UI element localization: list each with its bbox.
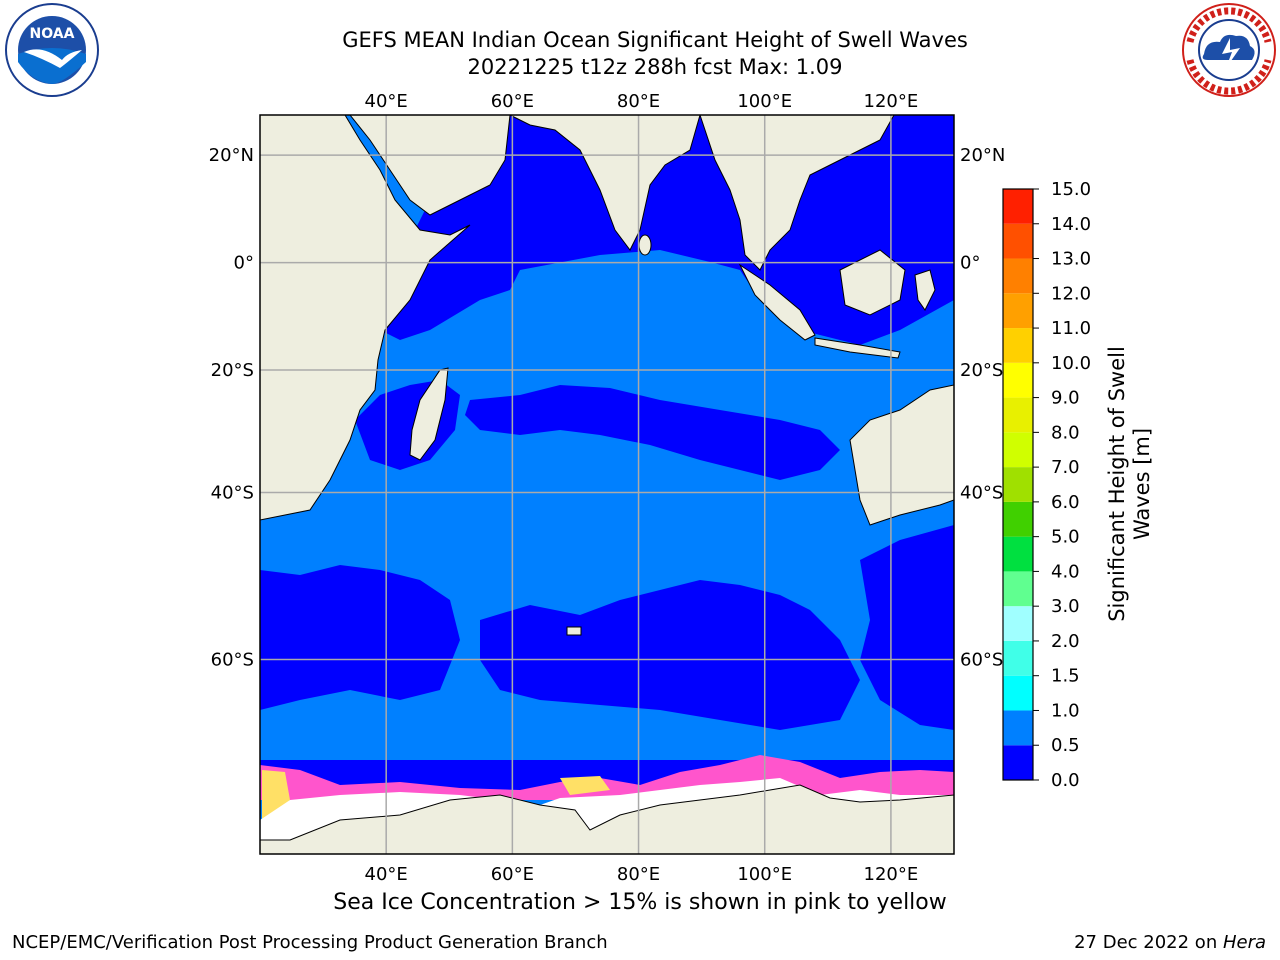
kerguelen-island: [566, 626, 582, 636]
lat-tick-label-right: 0°: [960, 253, 980, 274]
colorbar-tick-label: 14.0: [1051, 214, 1091, 235]
lon-tick-label-bottom: 120°E: [864, 864, 919, 885]
colorbar-segment: [1003, 501, 1033, 537]
colorbar-tick-label: 1.0: [1051, 700, 1080, 721]
colorbar-segment: [1003, 606, 1033, 641]
sumatra-land: [738, 263, 816, 341]
colorbar-tick-label: 0.5: [1051, 735, 1080, 756]
colorbar-tick-label: 5.0: [1051, 527, 1080, 548]
footer-branch: NCEP/EMC/Verification Post Processing Pr…: [12, 932, 608, 953]
map-frame: [259, 114, 955, 855]
colorbar-tick-label: 2.0: [1051, 631, 1080, 652]
sea-ice-yellow-patch-2: [560, 776, 610, 795]
lat-tick-label-left: 60°S: [211, 650, 254, 671]
lon-tick-label-bottom: 80°E: [617, 864, 660, 885]
lat-tick-label-left: 20°S: [211, 360, 254, 381]
colorbar-segment: [1003, 640, 1033, 676]
sulawesi-land: [914, 269, 936, 311]
map-title: GEFS MEAN Indian Ocean Significant Heigh…: [342, 28, 968, 52]
antarctica-land: [260, 784, 954, 854]
java-land: [814, 337, 901, 359]
subtropical-low-swell-band: [465, 385, 840, 480]
sea-ice-yellow-patch: [262, 770, 290, 825]
lat-tick-label-right: 40°S: [960, 483, 1003, 504]
colorbar-tick-label: 13.0: [1051, 249, 1091, 270]
southeast-asia-land: [699, 115, 895, 271]
colorbar-tick-label: 9.0: [1051, 388, 1080, 409]
colorbar-segment: [1003, 189, 1033, 224]
lon-tick-label-bottom: 60°E: [491, 864, 534, 885]
colorbar-segment: [1003, 745, 1033, 780]
sea-ice-note: Sea Ice Concentration > 15% is shown in …: [333, 890, 947, 915]
colorbar-segment: [1003, 536, 1033, 572]
lon-tick-label-bottom: 40°E: [365, 864, 408, 885]
lat-tick-label-left: 0°: [234, 253, 254, 274]
colorbar-tick-label: 12.0: [1051, 283, 1091, 304]
svg-text:NOAA: NOAA: [30, 26, 75, 42]
map-subtitle: 20221225 t12z 288h fcst Max: 1.09: [467, 55, 843, 79]
lon-tick-label-top: 120°E: [864, 91, 919, 112]
colorbar-tick-label: 7.0: [1051, 457, 1080, 478]
colorbar-segment: [1003, 397, 1033, 433]
colorbar-segment: [1003, 362, 1033, 398]
colorbar-label-line1: Significant Height of Swell: [1105, 346, 1129, 622]
colorbar-tick-label: 11.0: [1051, 318, 1091, 339]
noaa-logo: NOAA: [5, 3, 99, 97]
colorbar-segment: [1003, 223, 1033, 259]
australia-land: [849, 384, 954, 526]
lon-tick-label-bottom: 100°E: [737, 864, 792, 885]
map-gridlines: [260, 115, 954, 854]
sri-lanka-land: [638, 234, 652, 256]
footer-host: Hera: [1222, 932, 1266, 953]
lon-tick-label-top: 40°E: [365, 91, 408, 112]
colorbar-segment: [1003, 293, 1033, 329]
africa-land: [260, 115, 471, 521]
borneo-land: [839, 249, 906, 316]
colorbar-tick-label: 1.5: [1051, 666, 1080, 687]
madagascar-land: [409, 367, 449, 461]
colorbar: 0.0 0.5 1.0 1.5 2.0 3.0 4.0 5.0 6.0 7.0 8.0 9.0 10.0…: [1002, 179, 1091, 791]
colorbar-tick-label: 3.0: [1051, 596, 1080, 617]
colorbar-tick-label: 15.0: [1051, 179, 1091, 200]
colorbar-tick-label: 6.0: [1051, 492, 1080, 513]
colorbar-tick-label: 8.0: [1051, 422, 1080, 443]
colorbar-label-line2: Waves [m]: [1130, 428, 1154, 540]
colorbar-tick-label: 4.0: [1051, 561, 1080, 582]
colorbar-segment: [1003, 710, 1033, 746]
lon-tick-label-top: 100°E: [737, 91, 792, 112]
footer-date: 27 Dec 2022 on Hera: [1074, 932, 1266, 953]
colorbar-segment: [1003, 328, 1033, 363]
southern-ocean-low-swell-east: [860, 525, 954, 730]
colorbar-segment: [1003, 258, 1033, 294]
lat-tick-label-right: 20°N: [960, 145, 1005, 166]
southern-ocean-low-swell-west: [260, 565, 460, 710]
colorbar-segment: [1003, 675, 1033, 711]
colorbar-segment: [1003, 432, 1033, 468]
colorbar-frame: [1002, 188, 1034, 781]
lat-tick-label-right: 20°S: [960, 360, 1003, 381]
lat-tick-label-right: 60°S: [960, 650, 1003, 671]
footer-date-text: 27 Dec 2022 on: [1074, 932, 1223, 953]
colorbar-segment: [1003, 467, 1033, 502]
lon-tick-label-top: 60°E: [491, 91, 534, 112]
colorbar-segment: [1003, 571, 1033, 607]
colorbar-tick-label: 10.0: [1051, 353, 1091, 374]
india-land: [509, 115, 701, 251]
lat-tick-label-left: 20°N: [209, 145, 254, 166]
lon-tick-label-top: 80°E: [617, 91, 660, 112]
lat-tick-label-left: 40°S: [211, 483, 254, 504]
colorbar-tick-label: 0.0: [1051, 770, 1080, 791]
national-weather-service-logo: [1182, 3, 1276, 97]
